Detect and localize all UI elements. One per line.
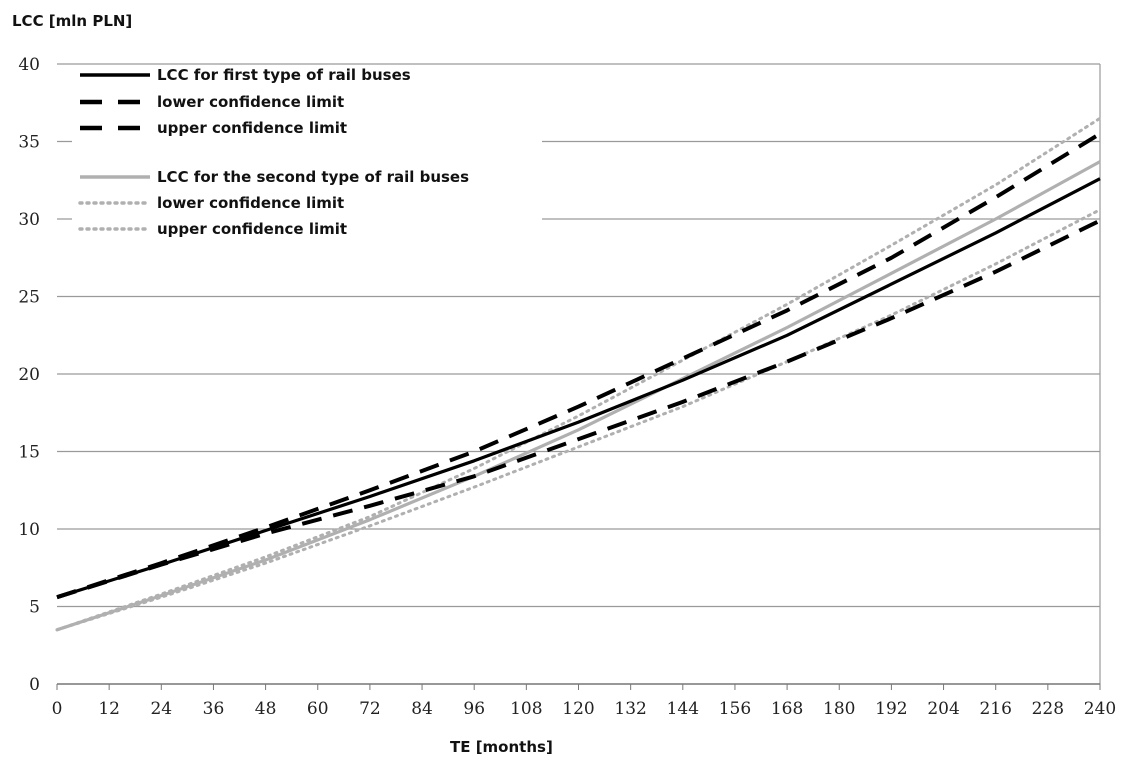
series-line-1: [56, 218, 1101, 600]
legend-label-0: LCC for first type of rail buses: [157, 66, 411, 84]
x-tick-label: 48: [255, 699, 277, 719]
x-axis-title: TE [months]: [450, 738, 553, 756]
y-tick-label: 25: [18, 288, 40, 308]
x-tick-label: 132: [614, 699, 646, 719]
series-layer: [55, 116, 1102, 632]
x-tick-label: 84: [411, 699, 433, 719]
y-tick-label: 15: [18, 443, 40, 463]
x-tick-label: 72: [359, 699, 381, 719]
x-tick-label: 120: [562, 699, 594, 719]
y-tick-label: 20: [18, 365, 40, 385]
y-tick-label: 5: [29, 598, 40, 618]
legend-background: [72, 66, 542, 242]
x-tick-label: 0: [52, 699, 63, 719]
x-tick-label: 168: [771, 699, 803, 719]
legend: LCC for first type of rail buses lower co…: [72, 66, 542, 242]
series-line-4: [55, 208, 1102, 632]
x-tick-label: 144: [667, 699, 699, 719]
x-tick-label: 240: [1084, 699, 1116, 719]
x-tick-label: 60: [307, 699, 329, 719]
legend-label-3: LCC for the second type of rail buses: [157, 168, 469, 186]
x-tick-label: 192: [875, 699, 907, 719]
y-tick-label: 35: [18, 133, 40, 153]
legend-label-4: lower confidence limit: [157, 194, 344, 212]
y-tick-label: 10: [18, 520, 40, 540]
x-tick-label: 24: [150, 699, 172, 719]
legend-label-5: upper confidence limit: [157, 220, 347, 238]
axes: [56, 683, 1101, 690]
tick-labels: 0 5 10 15 20 25 30 35 40 0 12 24 36 48 60 72 84 96 108 120 1…: [18, 55, 1116, 719]
legend-label-2: upper confidence limit: [157, 119, 347, 137]
x-tick-label: 108: [510, 699, 542, 719]
y-tick-label: 0: [29, 675, 40, 695]
x-tick-label: 216: [979, 699, 1011, 719]
series-line-5: [55, 116, 1102, 632]
x-tick-label: 12: [98, 699, 120, 719]
x-tick-label: 156: [719, 699, 751, 719]
series-line-2: [56, 132, 1102, 600]
y-tick-label: 30: [18, 210, 40, 230]
legend-label-1: lower confidence limit: [157, 93, 344, 111]
series-line-0: [56, 177, 1101, 599]
x-tick-label: 96: [463, 699, 485, 719]
x-tick-label: 36: [203, 699, 225, 719]
x-tick-label: 180: [823, 699, 855, 719]
series-line-3: [56, 160, 1101, 632]
y-tick-label: 40: [18, 55, 40, 75]
x-tick-label: 228: [1032, 699, 1064, 719]
y-axis-title: LCC [mln PLN]: [12, 12, 133, 30]
x-tick-label: 204: [927, 699, 959, 719]
